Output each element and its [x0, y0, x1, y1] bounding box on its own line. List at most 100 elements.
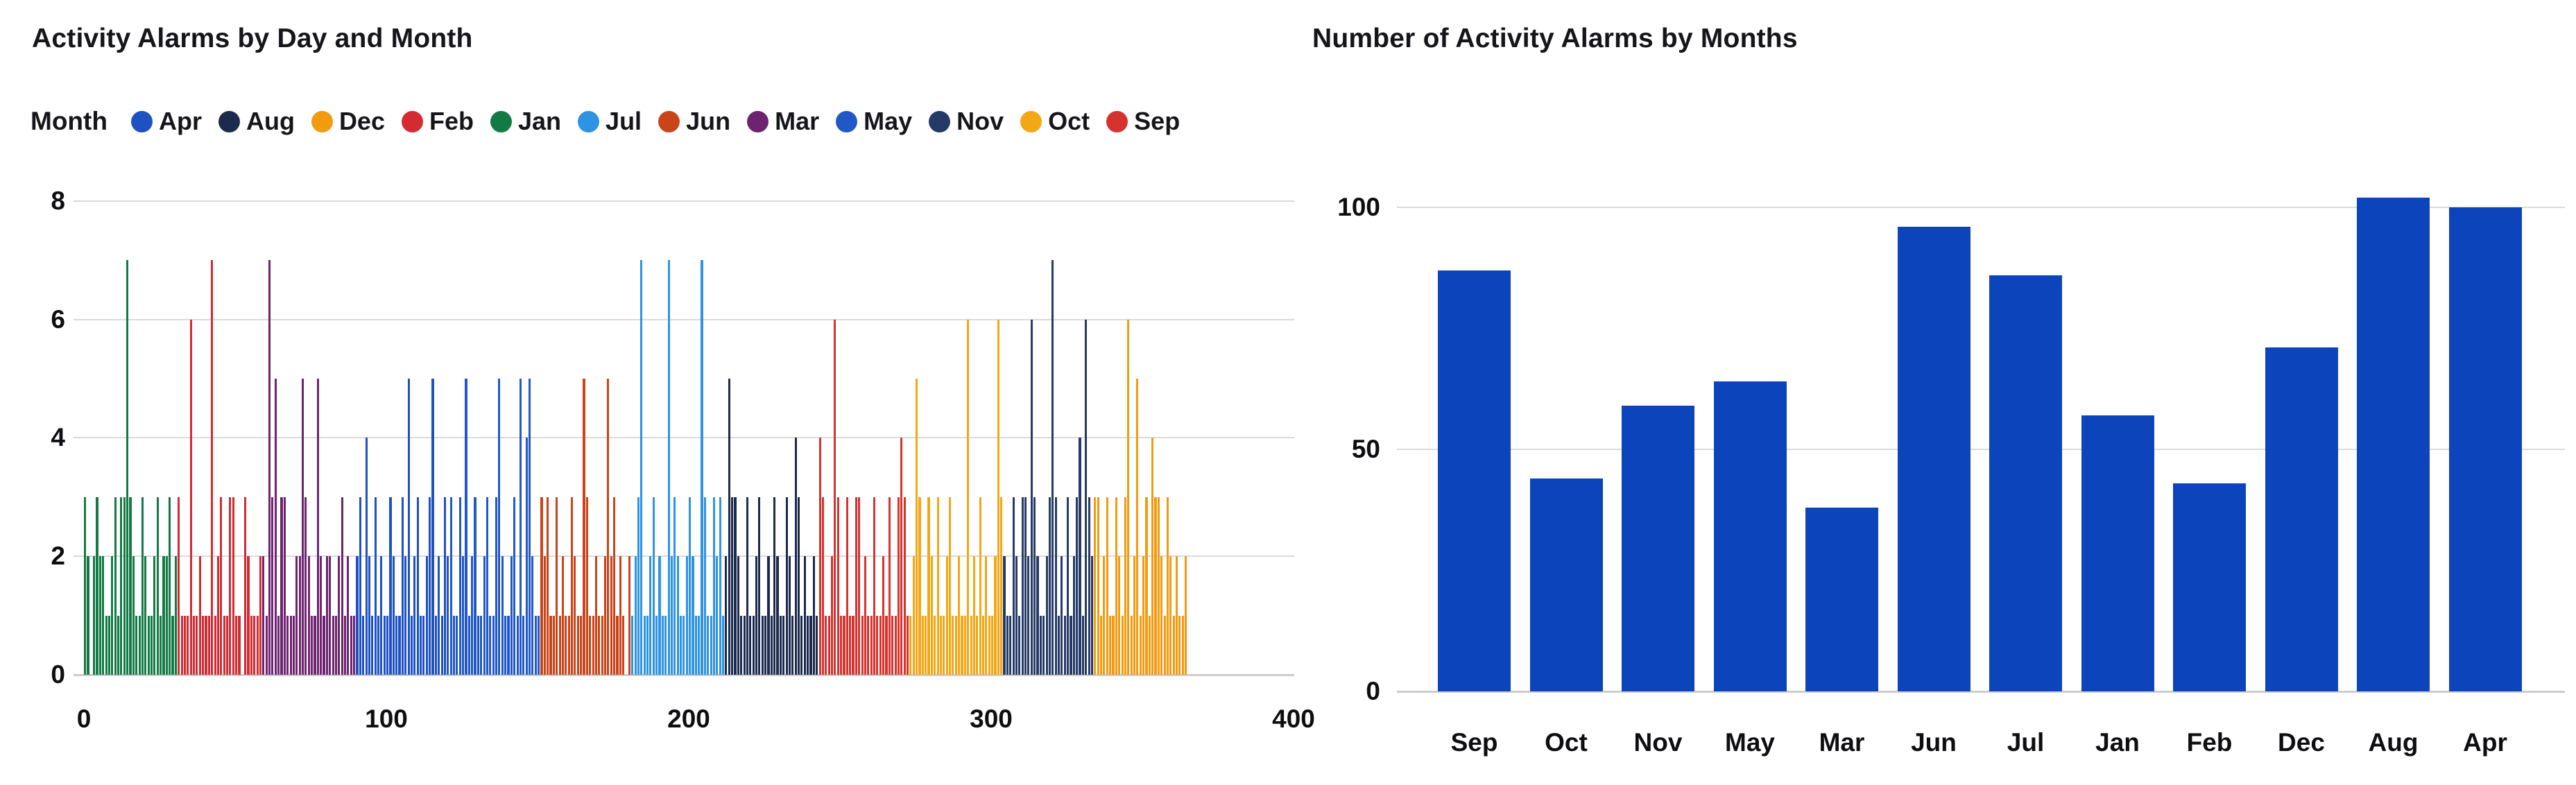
day-bar-jun[interactable] — [567, 615, 570, 675]
day-bar-nov[interactable] — [1061, 556, 1063, 675]
day-bar-may[interactable] — [471, 556, 474, 675]
day-bar-mar[interactable] — [277, 615, 280, 675]
day-bar-mar[interactable] — [307, 556, 310, 675]
day-bar-may[interactable] — [476, 615, 479, 675]
day-bar-apr[interactable] — [398, 615, 401, 675]
day-bar-apr[interactable] — [440, 615, 443, 675]
day-bar-aug[interactable] — [798, 497, 800, 675]
day-bar-jan[interactable] — [111, 556, 114, 675]
day-bar-sep[interactable] — [864, 556, 867, 675]
day-bar-aug[interactable] — [800, 615, 803, 675]
day-bar-nov[interactable] — [1045, 556, 1048, 675]
day-bar-jun[interactable] — [613, 497, 616, 675]
day-bar-apr[interactable] — [392, 556, 395, 675]
day-bar-nov[interactable] — [1015, 556, 1018, 675]
day-bar-apr[interactable] — [380, 556, 383, 675]
day-bar-aug[interactable] — [740, 615, 743, 675]
day-bar-oct[interactable] — [967, 319, 970, 675]
day-bar-jun[interactable] — [616, 615, 619, 675]
day-bar-may[interactable] — [525, 438, 528, 675]
day-bar-oct[interactable] — [958, 556, 961, 675]
day-bar-aug[interactable] — [737, 556, 739, 675]
day-bar-oct[interactable] — [981, 615, 985, 675]
day-bar-feb[interactable] — [223, 615, 225, 675]
day-bar-jul[interactable] — [689, 497, 692, 675]
day-bar-mar[interactable] — [334, 615, 338, 675]
day-bar-jun[interactable] — [607, 379, 610, 675]
day-bar-nov[interactable] — [1081, 615, 1084, 675]
day-bar-mar[interactable] — [332, 615, 334, 675]
day-bar-jan[interactable] — [96, 497, 98, 675]
legend-item-jul[interactable]: Jul — [578, 107, 642, 136]
day-bar-jul[interactable] — [643, 615, 646, 675]
day-bar-may[interactable] — [467, 615, 470, 675]
day-bar-jul[interactable] — [719, 497, 721, 675]
day-bar-may[interactable] — [483, 556, 486, 675]
day-bar-may[interactable] — [495, 497, 498, 675]
day-bar-jul[interactable] — [649, 556, 652, 675]
day-bar-dec[interactable] — [1118, 556, 1121, 675]
day-bar-dec[interactable] — [1176, 556, 1178, 675]
day-bar-may[interactable] — [516, 615, 519, 675]
day-bar-dec[interactable] — [1097, 497, 1099, 675]
day-bar-aug[interactable] — [734, 497, 737, 675]
day-bar-apr[interactable] — [362, 615, 365, 675]
day-bar-apr[interactable] — [416, 497, 419, 675]
day-bar-mar[interactable] — [325, 556, 328, 675]
day-bar-oct[interactable] — [925, 615, 927, 675]
day-bar-may[interactable] — [534, 615, 537, 675]
month-bar-aug[interactable] — [2357, 198, 2430, 691]
day-bar-aug[interactable] — [779, 615, 782, 675]
day-bar-jun[interactable] — [603, 556, 607, 675]
day-bar-apr[interactable] — [383, 615, 386, 675]
day-bar-oct[interactable] — [988, 615, 990, 675]
legend-item-sep[interactable]: Sep — [1106, 107, 1180, 136]
day-bar-apr[interactable] — [389, 497, 392, 675]
day-bar-nov[interactable] — [1012, 497, 1015, 675]
day-bar-dec[interactable] — [1172, 615, 1175, 675]
day-bar-sep[interactable] — [818, 438, 821, 675]
day-bar-nov[interactable] — [1048, 497, 1051, 675]
day-bar-nov[interactable] — [1072, 556, 1075, 675]
month-bar-apr[interactable] — [2448, 207, 2522, 691]
day-bar-aug[interactable] — [812, 556, 815, 675]
day-bar-oct[interactable] — [943, 615, 945, 675]
day-bar-sep[interactable] — [879, 615, 882, 675]
day-bar-jun[interactable] — [610, 556, 612, 675]
day-bar-jun[interactable] — [576, 615, 579, 675]
day-bar-oct[interactable] — [952, 615, 954, 675]
day-bar-dec[interactable] — [1127, 319, 1130, 675]
day-bar-jul[interactable] — [667, 260, 670, 675]
day-bar-mar[interactable] — [347, 556, 350, 675]
month-bar-feb[interactable] — [2173, 483, 2246, 691]
day-bar-feb[interactable] — [256, 615, 259, 675]
day-bar-sep[interactable] — [885, 615, 888, 675]
day-bar-dec[interactable] — [1100, 615, 1103, 675]
day-bar-oct[interactable] — [939, 615, 943, 675]
day-bar-feb[interactable] — [220, 497, 223, 675]
day-bar-dec[interactable] — [1139, 615, 1142, 675]
day-bar-feb[interactable] — [189, 319, 192, 675]
day-bar-aug[interactable] — [749, 615, 752, 675]
day-bar-sep[interactable] — [830, 556, 834, 675]
day-bar-jan[interactable] — [108, 615, 111, 675]
day-bar-jun[interactable] — [540, 497, 543, 675]
legend-item-jan[interactable]: Jan — [490, 107, 561, 136]
day-bar-jul[interactable] — [703, 497, 706, 675]
day-bar-feb[interactable] — [253, 615, 256, 675]
month-bar-nov[interactable] — [1622, 406, 1694, 691]
day-bar-jul[interactable] — [670, 556, 673, 675]
day-bar-aug[interactable] — [776, 556, 779, 675]
day-bar-dec[interactable] — [1169, 556, 1172, 675]
day-bar-aug[interactable] — [782, 615, 785, 675]
day-bar-dec[interactable] — [1181, 615, 1184, 675]
day-bar-aug[interactable] — [755, 556, 758, 675]
day-bar-jul[interactable] — [679, 615, 682, 675]
day-bar-feb[interactable] — [178, 497, 180, 675]
day-bar-dec[interactable] — [1178, 615, 1181, 675]
day-bar-dec[interactable] — [1163, 615, 1166, 675]
day-bar-jan[interactable] — [162, 556, 165, 675]
day-bar-oct[interactable] — [930, 556, 933, 675]
day-bar-jun[interactable] — [628, 556, 630, 675]
day-bar-mar[interactable] — [338, 556, 341, 675]
